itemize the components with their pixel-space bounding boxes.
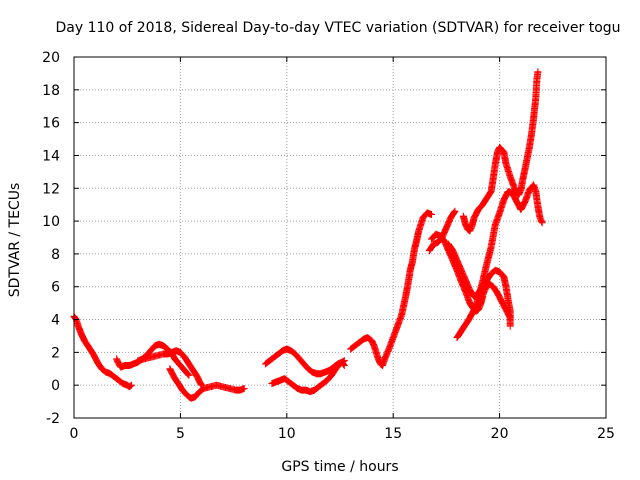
series-markers xyxy=(459,68,542,235)
y-tick-label: 14 xyxy=(42,148,60,164)
y-tick-label: -2 xyxy=(46,411,60,427)
x-tick-label: 0 xyxy=(70,426,79,442)
series-markers xyxy=(134,347,206,389)
y-tick-label: 2 xyxy=(51,345,60,361)
y-tick-label: 18 xyxy=(42,83,60,99)
chart-title: Day 110 of 2018, Sidereal Day-to-day VTE… xyxy=(55,20,620,36)
y-axis-label: SDTVAR / TECUs xyxy=(7,183,23,298)
y-tick-label: 8 xyxy=(51,247,60,263)
y-tick-label: 20 xyxy=(42,50,60,66)
series-seg7 xyxy=(347,209,435,369)
series-seg13 xyxy=(472,279,514,322)
series-markers xyxy=(347,209,435,369)
series-markers xyxy=(166,365,248,402)
y-tick-label: 12 xyxy=(42,181,60,197)
series-seg11 xyxy=(453,181,546,342)
y-tick-label: 4 xyxy=(51,313,60,329)
series-markers xyxy=(453,181,546,342)
series-seg6 xyxy=(268,357,348,396)
x-tick-label: 10 xyxy=(278,426,296,442)
series-markers xyxy=(268,357,348,396)
x-tick-label: 15 xyxy=(384,426,402,442)
y-tick-label: 6 xyxy=(51,280,60,296)
axis-ticks: 0 5 10 15 20 25 -2 0 2 4 6 8 10 12 14 16 18 20 xyxy=(42,50,615,442)
y-tick-label: 16 xyxy=(42,116,60,132)
series-seg3 xyxy=(134,347,206,389)
x-tick-label: 25 xyxy=(597,426,615,442)
plot-frame xyxy=(73,56,607,419)
series-seg12 xyxy=(459,68,542,235)
x-axis-label: GPS time / hours xyxy=(281,459,398,475)
series-seg4 xyxy=(166,365,248,402)
x-tick-label: 5 xyxy=(176,426,185,442)
series-markers xyxy=(472,279,514,322)
y-tick-label: 0 xyxy=(51,378,60,394)
x-tick-label: 20 xyxy=(491,426,509,442)
grid-lines xyxy=(74,57,606,418)
data-series xyxy=(70,68,546,402)
y-tick-label: 10 xyxy=(42,214,60,230)
